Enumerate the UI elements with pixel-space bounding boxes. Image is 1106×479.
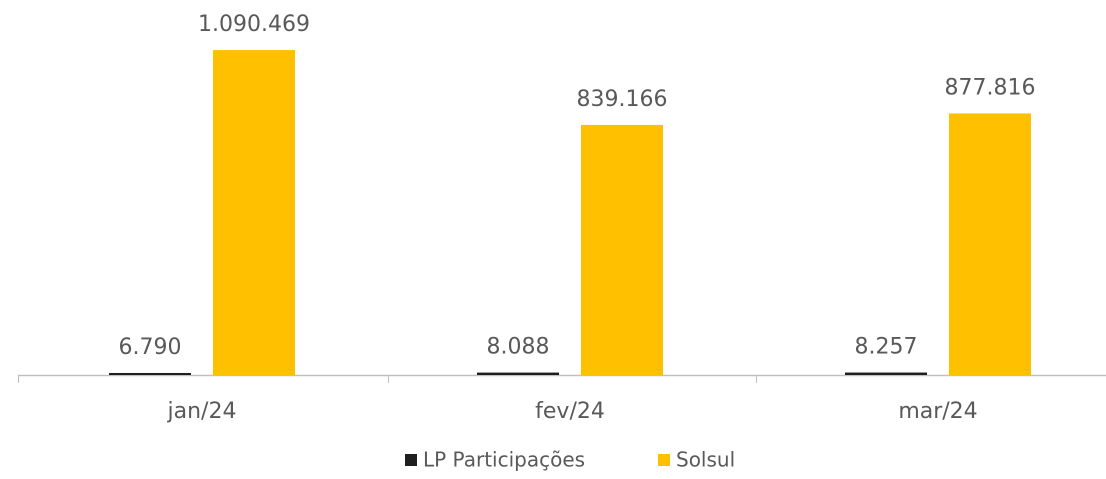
legend-label: Solsul [676, 448, 735, 472]
bar [109, 372, 191, 375]
data-label: 839.166 [577, 87, 668, 112]
bar [213, 50, 295, 376]
bar [581, 124, 663, 376]
data-label: 6.790 [119, 335, 182, 360]
bar [477, 372, 559, 375]
legend-swatch [405, 454, 417, 466]
legend-label: LP Participações [423, 448, 585, 472]
bar [949, 113, 1031, 376]
x-tick-label: fev/24 [535, 399, 605, 424]
bar [845, 372, 927, 375]
data-label: 8.257 [855, 335, 918, 360]
x-tick-label: mar/24 [898, 399, 977, 424]
legend-swatch [658, 454, 670, 466]
data-label: 1.090.469 [198, 12, 310, 37]
data-label: 8.088 [487, 335, 550, 360]
x-tick-label: jan/24 [167, 399, 237, 424]
data-label: 877.816 [945, 75, 1036, 100]
